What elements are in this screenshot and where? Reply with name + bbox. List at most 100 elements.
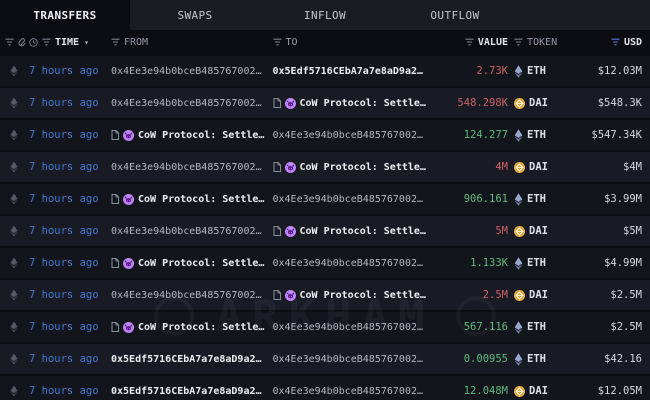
to-address-link[interactable]: 0x4Ee3e94b0bceB48576700261Cf01d…: [272, 385, 429, 397]
tx-time-link[interactable]: 7 hours ago: [29, 353, 99, 365]
to-address-link[interactable]: 0x4Ee3e94b0bceB48576700261Cf01d…: [272, 193, 429, 205]
filter-funnel-icon[interactable]: [42, 38, 51, 46]
token-cell: ETH: [514, 352, 566, 366]
table-row[interactable]: 7 hours ago 0x4Ee3e94b0bceB48576700261Cf…: [0, 88, 650, 118]
link-paperclip-icon[interactable]: [18, 37, 26, 47]
eth-token-icon: [514, 192, 523, 206]
eth-token-icon: [514, 256, 523, 270]
value-amount: 5M: [495, 225, 508, 237]
tab-inflow[interactable]: INFLOW: [303, 8, 347, 22]
value-amount: 0.00955: [463, 353, 508, 365]
from-address-link[interactable]: 0x4Ee3e94b0bceB48576700261Cf01d…: [111, 225, 267, 237]
value-amount: 567.116: [463, 321, 508, 333]
token-label: ETH: [527, 321, 546, 333]
filter-funnel-icon[interactable]: [111, 38, 120, 46]
tx-time-link[interactable]: 7 hours ago: [29, 193, 99, 205]
table-row[interactable]: 7 hours ago 0x4Ee3e94b0bceB48576700261Cf…: [0, 216, 650, 246]
eth-token-icon: [514, 64, 523, 78]
usd-value: $548.3K: [597, 97, 642, 109]
dai-token-icon: [514, 385, 525, 397]
from-address-link[interactable]: 0x5Edf5716CEbA7a7e8aD9a2a43c491…: [111, 353, 267, 365]
from-address-link[interactable]: 0x4Ee3e94b0bceB48576700261Cf01d…: [111, 289, 267, 301]
to-address-link[interactable]: CoW Protocol: Settlement (0…: [273, 289, 428, 301]
usd-value: $2.5M: [610, 321, 642, 333]
table-row[interactable]: 7 hours ago CoW Protocol: Settlement (0……: [0, 120, 650, 150]
filter-funnel-icon[interactable]: [514, 38, 523, 46]
from-address-link[interactable]: CoW Protocol: Settlement (0…: [111, 193, 267, 205]
ethereum-chain-icon: [5, 225, 23, 237]
value-amount: 548.298K: [457, 97, 508, 109]
column-header-value[interactable]: VALUE: [434, 37, 508, 48]
token-label: DAI: [529, 385, 548, 397]
from-address-link[interactable]: CoW Protocol: Settlement (0…: [111, 321, 267, 333]
from-address-link[interactable]: 0x4Ee3e94b0bceB48576700261Cf01d…: [111, 161, 267, 173]
column-header-token[interactable]: TOKEN: [514, 37, 566, 48]
token-cell: DAI: [514, 161, 566, 173]
from-address-link[interactable]: 0x4Ee3e94b0bceB48576700261Cf01d…: [111, 65, 267, 77]
tab-outflow[interactable]: OUTFLOW: [430, 8, 480, 22]
tx-time-link[interactable]: 7 hours ago: [29, 65, 99, 77]
filter-funnel-icon[interactable]: [611, 38, 620, 46]
column-header-time[interactable]: TIME ▾: [29, 37, 105, 48]
tx-time-link[interactable]: 7 hours ago: [29, 257, 99, 269]
table-column-header: TIME ▾ FROM TO VALUE TOKEN USD: [0, 30, 650, 54]
table-row[interactable]: 7 hours ago 0x5Edf5716CEbA7a7e8aD9a2a43c…: [0, 376, 650, 400]
ethereum-chain-icon: [5, 97, 23, 109]
tab-bar-filler: [520, 0, 650, 30]
token-cell: ETH: [514, 256, 566, 270]
tx-time-link[interactable]: 7 hours ago: [29, 129, 99, 141]
table-row[interactable]: 7 hours ago 0x4Ee3e94b0bceB48576700261Cf…: [0, 152, 650, 182]
table-row[interactable]: 7 hours ago 0x4Ee3e94b0bceB48576700261Cf…: [0, 280, 650, 310]
row-filter-controls: [5, 37, 26, 47]
tab-transfers[interactable]: TRANSFERS: [0, 0, 130, 30]
to-address-link[interactable]: CoW Protocol: Settlement (0…: [273, 97, 428, 109]
tx-time-link[interactable]: 7 hours ago: [29, 321, 99, 333]
sort-caret-icon[interactable]: ▾: [84, 37, 89, 47]
from-address-link[interactable]: CoW Protocol: Settlement (0…: [111, 257, 267, 269]
column-header-to[interactable]: TO: [273, 37, 429, 48]
value-amount: 4M: [495, 161, 508, 173]
filter-funnel-icon[interactable]: [465, 38, 474, 46]
table-row[interactable]: 7 hours ago CoW Protocol: Settlement (0……: [0, 312, 650, 342]
tx-time-link[interactable]: 7 hours ago: [29, 385, 99, 397]
tx-time-link[interactable]: 7 hours ago: [29, 225, 99, 237]
column-header-usd[interactable]: USD: [572, 37, 642, 48]
cow-protocol-icon: [123, 193, 134, 205]
transaction-document-icon: [273, 290, 281, 300]
to-address-link[interactable]: CoW Protocol: Settlement (0…: [273, 225, 428, 237]
cow-protocol-icon: [284, 225, 296, 237]
to-address-link[interactable]: 0x5Edf5716CEbA7a7e8aD9a2a43c491…: [272, 65, 429, 77]
token-label: ETH: [527, 129, 546, 141]
usd-value: $5M: [623, 225, 642, 237]
to-address-link[interactable]: 0x4Ee3e94b0bceB48576700261Cf01d…: [272, 129, 429, 141]
eth-token-icon: [514, 128, 523, 142]
from-address-link[interactable]: 0x5Edf5716CEbA7a7e8aD9a2a43c491…: [111, 385, 267, 397]
filter-funnel-icon[interactable]: [5, 38, 14, 46]
tab-swaps[interactable]: SWAPS: [177, 8, 213, 22]
from-address-link[interactable]: CoW Protocol: Settlement (0…: [111, 129, 267, 141]
transfers-table-body: 7 hours ago 0x4Ee3e94b0bceB48576700261Cf…: [0, 56, 650, 400]
tx-time-link[interactable]: 7 hours ago: [29, 97, 99, 109]
ethereum-chain-icon: [5, 193, 23, 205]
token-cell: DAI: [514, 225, 566, 237]
to-address-link[interactable]: CoW Protocol: Settlement (0…: [273, 161, 428, 173]
cow-protocol-icon: [123, 321, 134, 333]
to-address-link[interactable]: 0x4Ee3e94b0bceB48576700261Cf01d…: [272, 257, 429, 269]
tx-time-link[interactable]: 7 hours ago: [29, 161, 99, 173]
table-row[interactable]: 7 hours ago CoW Protocol: Settlement (0……: [0, 184, 650, 214]
to-address-link[interactable]: 0x4Ee3e94b0bceB48576700261Cf01d…: [272, 353, 429, 365]
table-row[interactable]: 7 hours ago 0x5Edf5716CEbA7a7e8aD9a2a43c…: [0, 344, 650, 374]
token-label: DAI: [529, 225, 548, 237]
transaction-document-icon: [111, 130, 119, 140]
token-label: DAI: [529, 97, 548, 109]
usd-value: $12.03M: [597, 65, 642, 77]
table-row[interactable]: 7 hours ago 0x4Ee3e94b0bceB48576700261Cf…: [0, 56, 650, 86]
to-address-link[interactable]: 0x4Ee3e94b0bceB48576700261Cf01d…: [272, 321, 429, 333]
from-address-link[interactable]: 0x4Ee3e94b0bceB48576700261Cf01d…: [111, 97, 267, 109]
token-cell: ETH: [514, 128, 566, 142]
tx-time-link[interactable]: 7 hours ago: [29, 289, 99, 301]
filter-funnel-icon[interactable]: [273, 38, 282, 46]
table-row[interactable]: 7 hours ago CoW Protocol: Settlement (0……: [0, 248, 650, 278]
column-header-from[interactable]: FROM: [111, 37, 267, 48]
